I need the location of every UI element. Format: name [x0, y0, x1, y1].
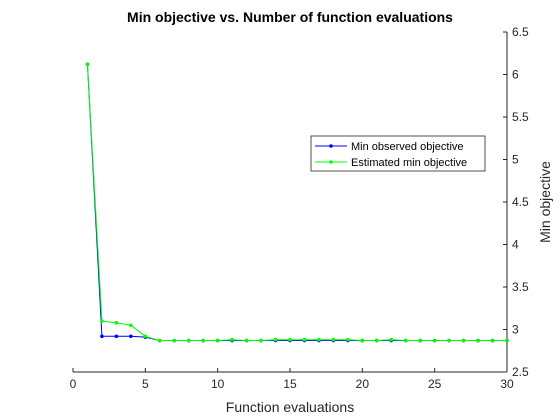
series-point-1 — [288, 337, 292, 342]
x-tick-label: 30 — [500, 377, 514, 391]
series-line-0 — [86, 64, 507, 342]
series-point-1 — [375, 338, 379, 343]
y-tick-label: 5.5 — [512, 110, 529, 124]
series-point-1 — [447, 338, 451, 343]
legend-swatch-marker — [329, 144, 333, 148]
series-point-1 — [100, 319, 104, 323]
series-point-1 — [273, 337, 278, 342]
series-point-1 — [403, 338, 408, 343]
y-tick-label: 6.5 — [512, 25, 529, 39]
y-tick-label: 4.5 — [512, 195, 529, 209]
x-tick-label: 20 — [356, 377, 370, 391]
series-point-1 — [418, 338, 423, 343]
x-axis-label: Function evaluations — [226, 399, 354, 415]
series-point-1 — [360, 338, 365, 343]
x-tick-label: 25 — [428, 377, 442, 391]
series-point-0 — [129, 334, 133, 339]
series-point-1 — [432, 338, 437, 343]
legend-swatch-marker — [329, 160, 333, 164]
y-tick-label: 4 — [512, 238, 519, 252]
series-point-1 — [331, 337, 336, 342]
series-line-1 — [86, 64, 507, 342]
series-point-1 — [230, 337, 234, 342]
series-point-0 — [100, 334, 104, 339]
x-tick-label: 15 — [283, 377, 297, 391]
plot-axes: 0 5 10 15 20 25 302.5 3 3.5 4 4.5 5 5.5 6 6.5 — [70, 25, 529, 391]
series-point-1 — [172, 338, 177, 343]
x-tick-label: 5 — [142, 377, 149, 391]
series-point-1 — [259, 338, 263, 343]
y-tick-label: 6 — [512, 68, 519, 82]
plot-area — [85, 62, 509, 343]
chart-title: Min objective vs. Number of function eva… — [127, 9, 453, 25]
series-point-1 — [114, 320, 119, 325]
series-point-1 — [129, 323, 133, 328]
series-point-1 — [143, 334, 148, 339]
series-point-1 — [85, 62, 90, 67]
legend-entry-label: Min observed objective — [351, 141, 464, 153]
y-tick-label: 2.5 — [512, 365, 529, 379]
x-tick-label: 0 — [70, 377, 77, 391]
legend-box — [310, 135, 486, 172]
series-point-1 — [302, 337, 307, 342]
series-point-1 — [158, 338, 162, 343]
legend-entry-label: Estimated min objective — [351, 157, 467, 169]
y-axis-label: Min objective — [537, 161, 553, 243]
y-tick-label: 3.5 — [512, 280, 529, 294]
series-point-1 — [215, 338, 220, 343]
series-point-1 — [461, 338, 466, 343]
y-tick-label: 3 — [512, 323, 519, 337]
series-point-1 — [490, 338, 495, 343]
series-point-0 — [114, 334, 119, 339]
series-point-1 — [505, 338, 509, 343]
x-tick-label: 10 — [211, 377, 225, 391]
series-point-1 — [186, 338, 191, 343]
series-point-1 — [317, 337, 321, 342]
series-point-1 — [346, 337, 350, 342]
series-point-1 — [476, 338, 480, 343]
y-tick-label: 5 — [512, 153, 519, 167]
legend: Min observed objective Estimated min obje… — [310, 135, 486, 172]
series-point-1 — [201, 338, 205, 343]
series-point-1 — [389, 337, 394, 342]
series-point-1 — [244, 338, 249, 343]
